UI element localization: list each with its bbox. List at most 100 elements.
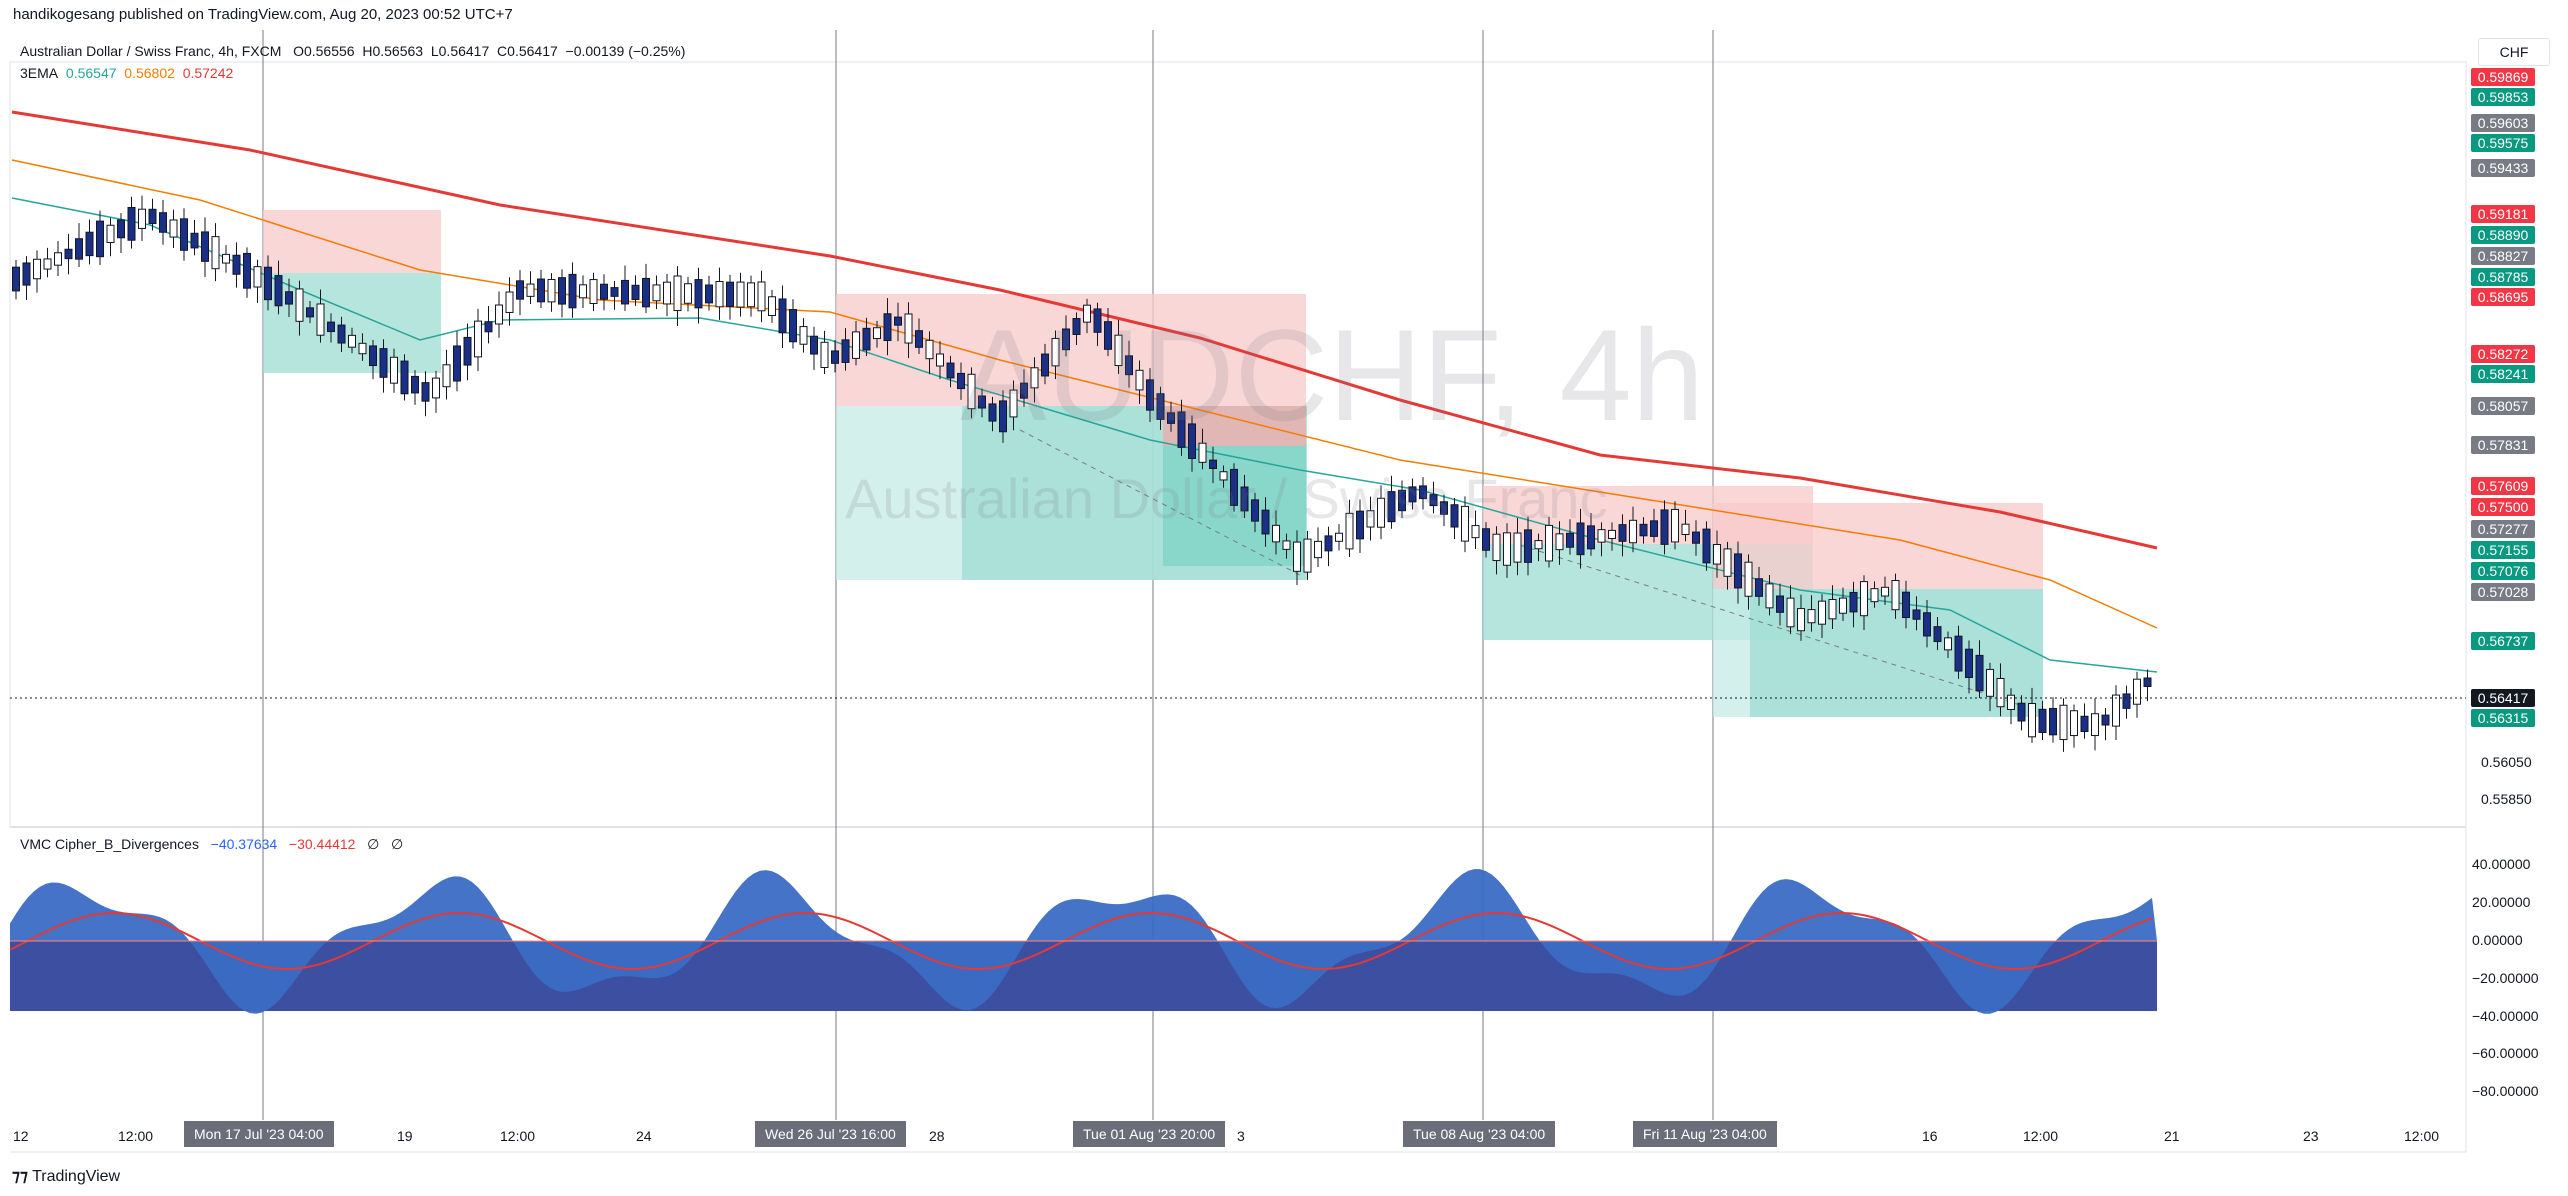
change-value: −0.00139 (−0.25%) <box>565 43 686 59</box>
price-label: 0.59181 <box>2471 205 2535 223</box>
price-label: 0.58827 <box>2471 247 2535 265</box>
price-label: 0.57500 <box>2471 498 2535 516</box>
candle-body <box>306 307 314 318</box>
candle-body <box>2122 693 2131 709</box>
candle-body <box>1818 600 1826 625</box>
candle-body <box>915 330 923 348</box>
candle-body <box>1419 485 1427 500</box>
candle-body <box>663 281 671 305</box>
candle-body <box>1146 379 1154 411</box>
time-flag: Tue 01 Aug '23 20:00 <box>1073 1121 1226 1147</box>
symbol-title: Australian Dollar / Swiss Franc, 4h, FXC… <box>20 43 282 59</box>
price-label: 0.57155 <box>2471 541 2535 559</box>
candle-body <box>1566 532 1574 548</box>
price-label: 0.56417 <box>2471 689 2535 707</box>
candle-body <box>757 281 766 312</box>
candle-body <box>841 339 850 363</box>
ema-row[interactable]: 3EMA 0.56547 0.56802 0.57242 <box>20 62 685 84</box>
price-label: 0.58057 <box>2471 397 2535 415</box>
candle-body <box>652 284 661 302</box>
candle-body <box>1219 471 1228 481</box>
candle-body <box>421 382 430 402</box>
candle-body <box>2091 713 2099 737</box>
time-tick: 21 <box>2164 1128 2180 1144</box>
candle-body <box>1881 586 1889 597</box>
candle-body <box>1776 595 1784 613</box>
candle-body <box>852 331 860 359</box>
price-label: 0.59869 <box>2471 68 2535 86</box>
candle-body <box>495 304 503 325</box>
candle-body <box>789 309 797 343</box>
open-value: O0.56556 <box>293 43 355 59</box>
candle-body <box>1912 609 1921 620</box>
candle-body <box>1440 501 1448 515</box>
candle-body <box>673 275 682 312</box>
osc-tick: −60.00000 <box>2472 1045 2539 1061</box>
candle-body <box>1954 635 1963 672</box>
candle-body <box>1429 494 1438 507</box>
candle-body <box>1944 637 1952 651</box>
candle-body <box>610 287 619 297</box>
oscillator-name: VMC Cipher_B_Divergences <box>20 836 199 852</box>
price-label: 0.59575 <box>2471 134 2535 152</box>
candle-body <box>1860 581 1868 617</box>
candle-body <box>1387 491 1396 523</box>
candle-body <box>2101 714 2110 726</box>
candle-body <box>1597 529 1606 543</box>
candle-body <box>358 342 367 355</box>
ohlc-row[interactable]: Australian Dollar / Swiss Franc, 4h, FXC… <box>20 40 685 62</box>
candle-body <box>526 283 535 297</box>
candle-body <box>1209 459 1217 469</box>
candle-body <box>1587 525 1595 550</box>
candle-body <box>1555 533 1564 551</box>
candle-body <box>453 345 461 382</box>
candle-body <box>1702 528 1711 564</box>
candle-body <box>33 258 41 280</box>
candle-body <box>2080 715 2089 733</box>
candle-body <box>810 335 818 355</box>
position-box <box>1713 503 2043 589</box>
candle-body <box>715 280 724 308</box>
candle-body <box>1198 442 1207 463</box>
time-tick: 19 <box>397 1128 413 1144</box>
currency-button[interactable]: CHF <box>2478 38 2550 66</box>
candle-body <box>442 364 451 388</box>
close-value: C0.56417 <box>497 43 558 59</box>
candle-body <box>211 236 220 270</box>
candle-body <box>946 362 955 379</box>
candle-body <box>463 336 472 366</box>
candle-body <box>1671 508 1679 543</box>
time-tick: 12 <box>13 1128 29 1144</box>
candle-body <box>1261 509 1270 535</box>
osc-tick: 0.00000 <box>2472 932 2523 948</box>
candle-body <box>1534 540 1543 550</box>
candle-body <box>516 280 524 300</box>
low-value: L0.56417 <box>430 43 490 59</box>
candle-body <box>127 206 136 241</box>
candle-body <box>1503 532 1511 566</box>
time-tick: 28 <box>929 1128 945 1144</box>
price-label: 0.57831 <box>2471 436 2535 454</box>
candle-body <box>1797 608 1805 632</box>
candle-body <box>894 316 902 326</box>
candle-body <box>1282 540 1291 550</box>
candle-body <box>1156 393 1165 420</box>
oscillator-legend[interactable]: VMC Cipher_B_Divergences −40.37634 −30.4… <box>20 836 403 853</box>
candle-body <box>222 253 230 264</box>
candle-body <box>1324 535 1333 552</box>
candle-body <box>190 232 199 249</box>
candle-body <box>327 321 335 333</box>
candle-body <box>579 284 587 299</box>
time-flag: Mon 17 Jul '23 04:00 <box>184 1121 334 1147</box>
candle-body <box>1524 529 1532 563</box>
candle-body <box>1030 367 1039 389</box>
price-label: 0.58272 <box>2471 345 2535 363</box>
symbol-watermark: AUDCHF, 4h <box>960 302 1705 448</box>
time-tick: 12:00 <box>500 1128 536 1144</box>
ema-slow-line <box>11 110 2158 550</box>
candle-body <box>1482 528 1490 551</box>
candle-body <box>148 208 157 225</box>
tradingview-logo[interactable]: ⁊⁊ TradingView <box>12 1166 120 1186</box>
candle-body <box>379 348 388 378</box>
